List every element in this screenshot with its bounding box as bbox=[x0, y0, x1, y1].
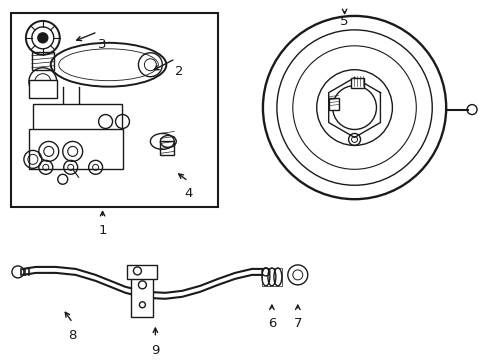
Bar bbox=[262, 268, 281, 286]
Bar bbox=[160, 141, 174, 156]
Bar bbox=[29, 130, 123, 169]
Bar bbox=[328, 98, 338, 109]
Bar bbox=[127, 265, 157, 279]
Text: 6: 6 bbox=[267, 317, 276, 330]
Text: 4: 4 bbox=[183, 187, 192, 200]
Bar bbox=[131, 275, 153, 317]
Text: 7: 7 bbox=[293, 317, 302, 330]
Bar bbox=[11, 13, 218, 207]
Bar bbox=[33, 104, 122, 131]
Text: 1: 1 bbox=[98, 224, 106, 237]
Bar bbox=[350, 78, 363, 87]
Text: 3: 3 bbox=[98, 38, 106, 51]
Text: 2: 2 bbox=[175, 65, 183, 78]
Bar bbox=[32, 52, 54, 70]
Text: 9: 9 bbox=[151, 343, 159, 357]
Text: 8: 8 bbox=[68, 329, 77, 342]
Bar bbox=[29, 80, 57, 98]
Circle shape bbox=[38, 33, 48, 43]
Text: 5: 5 bbox=[340, 15, 348, 28]
